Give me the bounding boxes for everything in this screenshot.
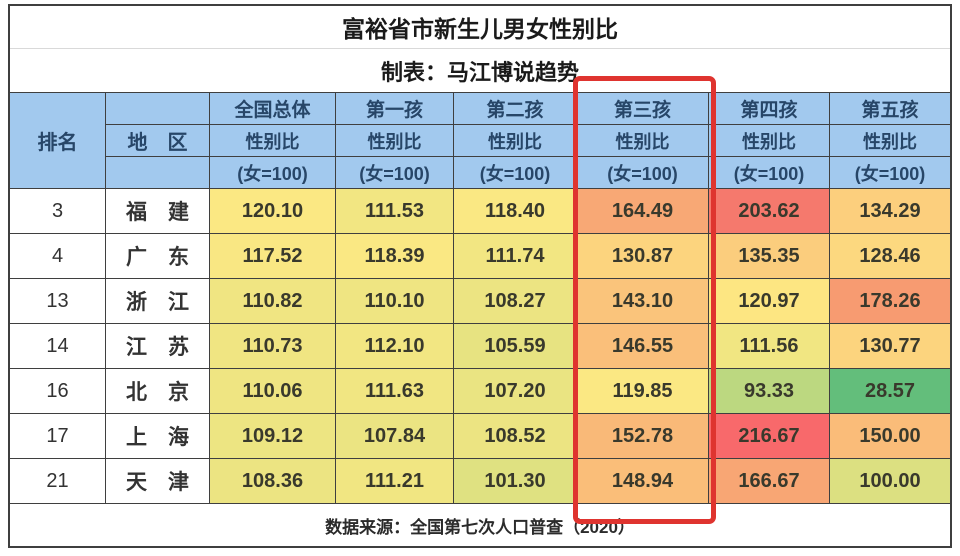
value-cell: 134.29 — [830, 189, 950, 233]
header-sub-label: 性别比 — [577, 125, 708, 156]
subtitle: 制表：马江博说趋势 — [380, 59, 579, 85]
header-unit-label: (女=100) — [830, 157, 950, 188]
title-row: 富裕省市新生儿男女性别比 — [10, 6, 950, 49]
value-cell: 128.46 — [830, 234, 950, 278]
region-cell: 浙 江 — [106, 279, 209, 323]
value-cell: 150.00 — [830, 414, 950, 458]
header-unit-label: (女=100) — [454, 157, 576, 188]
value-cell: 105.59 — [454, 324, 576, 368]
header-region-spacer-bottom — [106, 157, 209, 188]
title-block: 富裕省市新生儿男女性别比 制表：马江博说趋势 — [10, 6, 950, 92]
value-cell: 107.84 — [336, 414, 453, 458]
rank-cell: 3 — [10, 189, 105, 233]
value-cell: 111.21 — [336, 459, 453, 503]
header-group-name: 第四孩 — [709, 93, 829, 124]
header-region: 地 区 — [106, 125, 209, 156]
value-cell: 112.10 — [336, 324, 453, 368]
value-cell: 108.52 — [454, 414, 576, 458]
value-cell: 135.35 — [709, 234, 829, 278]
header-group-name: 第二孩 — [454, 93, 576, 124]
rank-cell: 13 — [10, 279, 105, 323]
page-title: 富裕省市新生儿男女性别比 — [342, 16, 618, 42]
rank-cell: 14 — [10, 324, 105, 368]
value-cell: 110.73 — [210, 324, 335, 368]
value-cell: 109.12 — [210, 414, 335, 458]
region-cell: 北 京 — [106, 369, 209, 413]
source-note: 数据来源：全国第七次人口普查（2020） — [10, 504, 950, 546]
region-cell: 江 苏 — [106, 324, 209, 368]
region-cell: 广 东 — [106, 234, 209, 278]
header-group-name: 全国总体 — [210, 93, 335, 124]
value-cell: 166.67 — [709, 459, 829, 503]
value-cell: 101.30 — [454, 459, 576, 503]
value-cell: 118.40 — [454, 189, 576, 233]
value-cell: 203.62 — [709, 189, 829, 233]
header-unit-label: (女=100) — [709, 157, 829, 188]
value-cell: 216.67 — [709, 414, 829, 458]
value-cell: 93.33 — [709, 369, 829, 413]
value-cell: 130.87 — [577, 234, 708, 278]
value-cell: 178.26 — [830, 279, 950, 323]
header-sub-label: 性别比 — [454, 125, 576, 156]
header-unit-label: (女=100) — [210, 157, 335, 188]
value-cell: 107.20 — [454, 369, 576, 413]
value-cell: 164.49 — [577, 189, 708, 233]
value-cell: 111.63 — [336, 369, 453, 413]
value-cell: 108.27 — [454, 279, 576, 323]
rank-cell: 4 — [10, 234, 105, 278]
table-grid: 富裕省市新生儿男女性别比 制表：马江博说趋势 排名 地 区 数据来源：全国第七次… — [8, 4, 952, 548]
region-cell: 上 海 — [106, 414, 209, 458]
value-cell: 110.82 — [210, 279, 335, 323]
value-cell: 100.00 — [830, 459, 950, 503]
value-cell: 146.55 — [577, 324, 708, 368]
header-sub-label: 性别比 — [210, 125, 335, 156]
header-sub-label: 性别比 — [709, 125, 829, 156]
subtitle-row: 制表：马江博说趋势 — [10, 49, 950, 92]
rank-cell: 16 — [10, 369, 105, 413]
region-cell: 福 建 — [106, 189, 209, 233]
header-group-name: 第一孩 — [336, 93, 453, 124]
rank-cell: 21 — [10, 459, 105, 503]
value-cell: 108.36 — [210, 459, 335, 503]
header-rank: 排名 — [10, 93, 105, 188]
header-group-name: 第三孩 — [577, 93, 708, 124]
header-sub-label: 性别比 — [830, 125, 950, 156]
value-cell: 148.94 — [577, 459, 708, 503]
header-unit-label: (女=100) — [336, 157, 453, 188]
sex-ratio-table: 富裕省市新生儿男女性别比 制表：马江博说趋势 排名 地 区 数据来源：全国第七次… — [8, 4, 952, 548]
value-cell: 120.10 — [210, 189, 335, 233]
value-cell: 111.56 — [709, 324, 829, 368]
value-cell: 111.74 — [454, 234, 576, 278]
header-sub-label: 性别比 — [336, 125, 453, 156]
value-cell: 119.85 — [577, 369, 708, 413]
value-cell: 117.52 — [210, 234, 335, 278]
value-cell: 111.53 — [336, 189, 453, 233]
value-cell: 110.06 — [210, 369, 335, 413]
value-cell: 120.97 — [709, 279, 829, 323]
value-cell: 143.10 — [577, 279, 708, 323]
rank-cell: 17 — [10, 414, 105, 458]
header-region-spacer-top — [106, 93, 209, 124]
region-cell: 天 津 — [106, 459, 209, 503]
value-cell: 152.78 — [577, 414, 708, 458]
header-group-name: 第五孩 — [830, 93, 950, 124]
header-unit-label: (女=100) — [577, 157, 708, 188]
value-cell: 130.77 — [830, 324, 950, 368]
value-cell: 110.10 — [336, 279, 453, 323]
value-cell: 118.39 — [336, 234, 453, 278]
value-cell: 28.57 — [830, 369, 950, 413]
